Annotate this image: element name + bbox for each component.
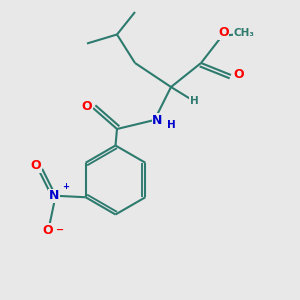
- Text: −: −: [56, 225, 64, 235]
- Text: N: N: [152, 113, 163, 127]
- Text: H: H: [167, 120, 176, 130]
- Text: O: O: [82, 100, 92, 113]
- Text: H: H: [190, 95, 199, 106]
- Text: N: N: [49, 189, 59, 202]
- Text: O: O: [233, 68, 244, 82]
- Text: +: +: [62, 182, 69, 191]
- Text: O: O: [31, 159, 41, 172]
- Text: CH₃: CH₃: [234, 28, 255, 38]
- Text: O: O: [218, 26, 229, 40]
- Text: O: O: [43, 224, 53, 237]
